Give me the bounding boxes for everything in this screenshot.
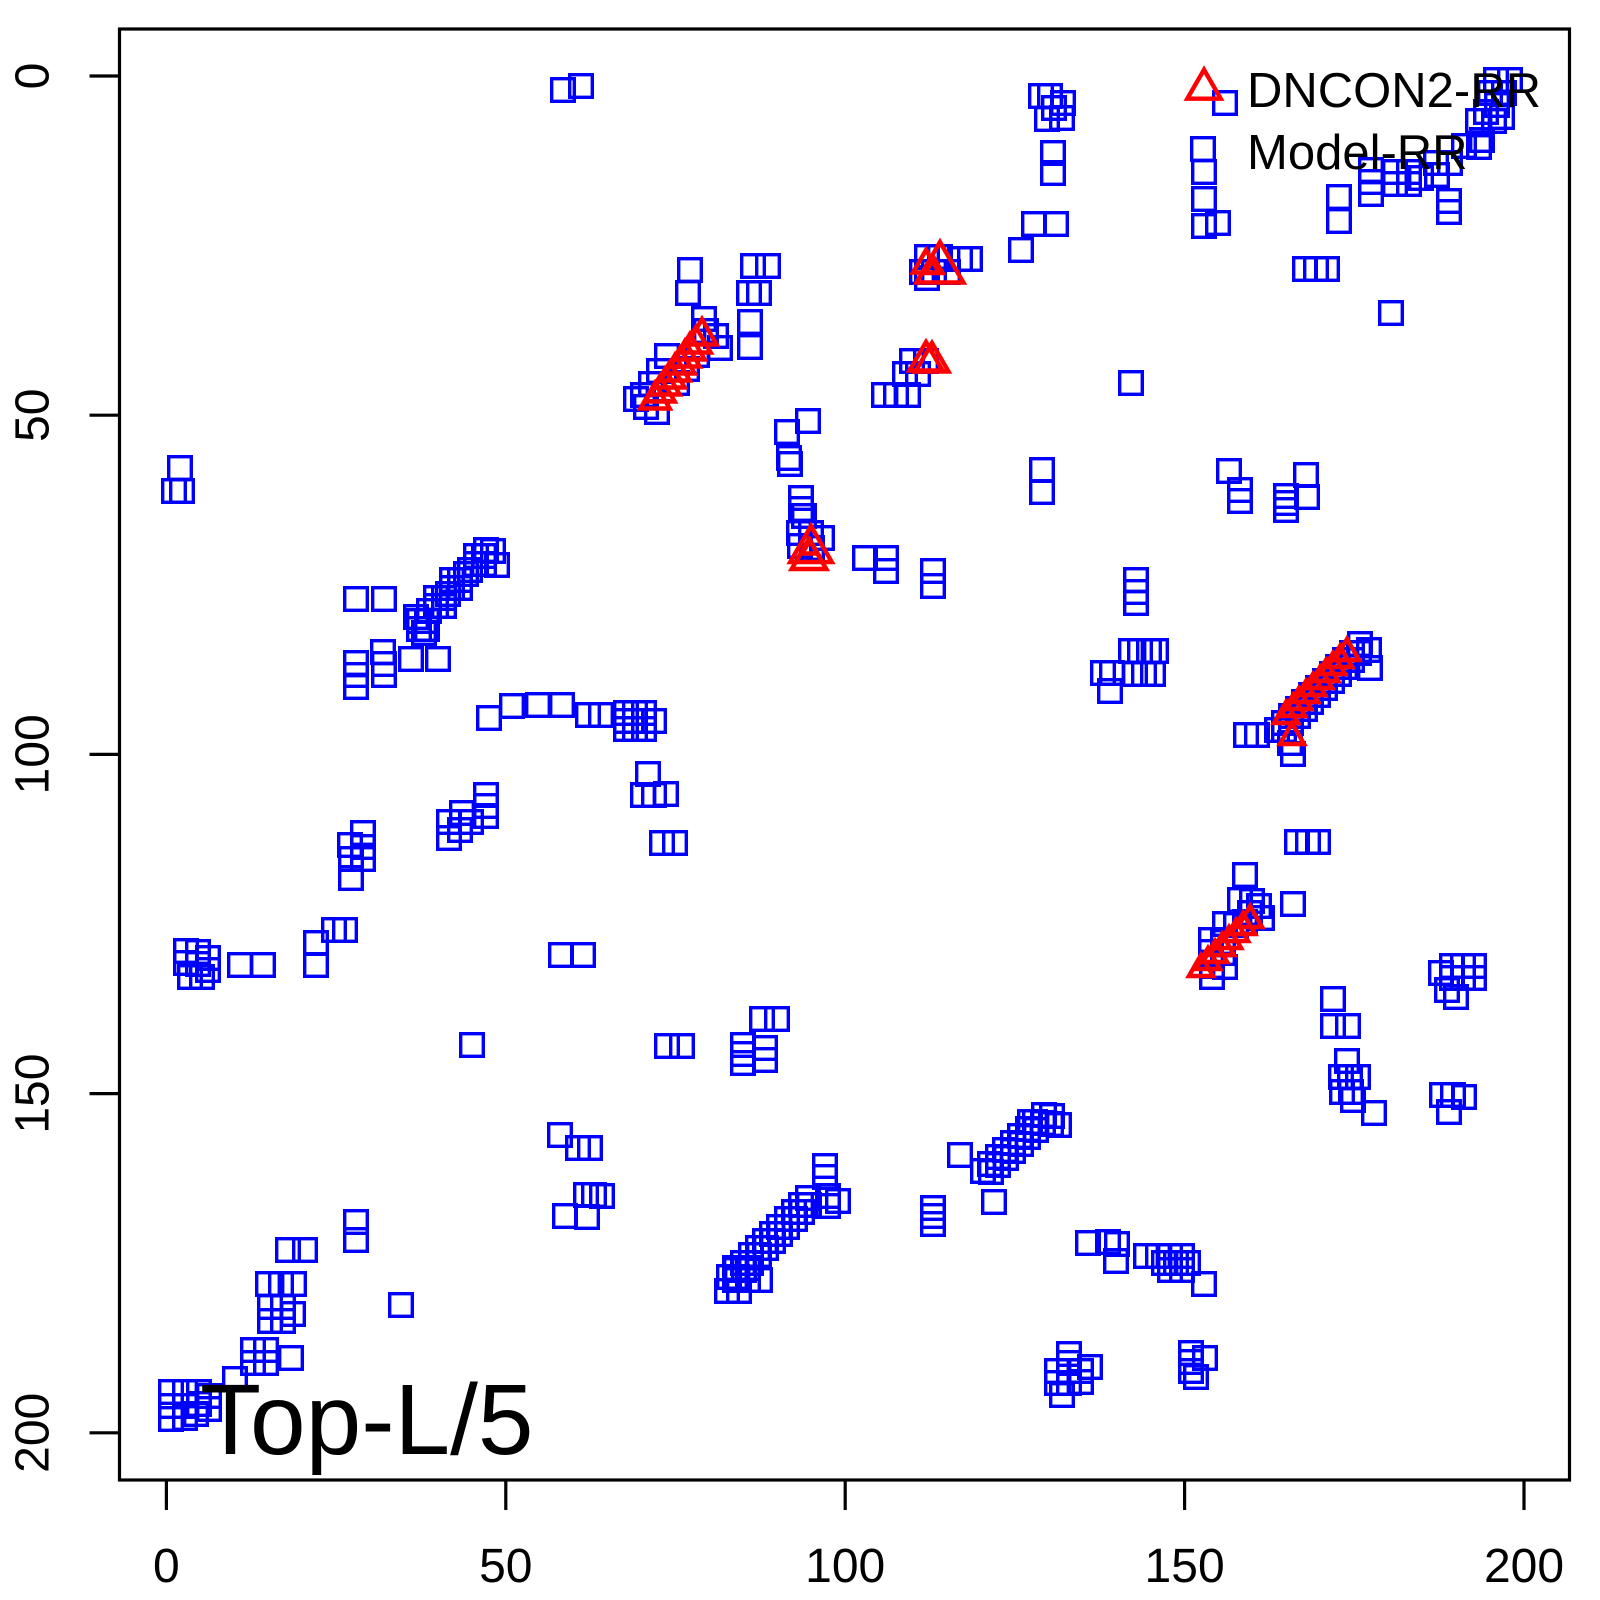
svg-text:DNCON2-RR: DNCON2-RR bbox=[1247, 64, 1541, 118]
svg-text:Model-RR: Model-RR bbox=[1247, 126, 1468, 180]
svg-text:100: 100 bbox=[7, 714, 60, 794]
svg-text:100: 100 bbox=[805, 1540, 885, 1593]
svg-text:0: 0 bbox=[153, 1540, 180, 1593]
svg-text:50: 50 bbox=[7, 389, 60, 442]
svg-text:0: 0 bbox=[7, 63, 60, 90]
svg-text:50: 50 bbox=[479, 1540, 532, 1593]
svg-text:Top-L/5: Top-L/5 bbox=[200, 1364, 534, 1476]
svg-text:150: 150 bbox=[7, 1054, 60, 1134]
svg-text:200: 200 bbox=[7, 1393, 60, 1473]
svg-text:200: 200 bbox=[1484, 1540, 1564, 1593]
svg-text:150: 150 bbox=[1145, 1540, 1225, 1593]
